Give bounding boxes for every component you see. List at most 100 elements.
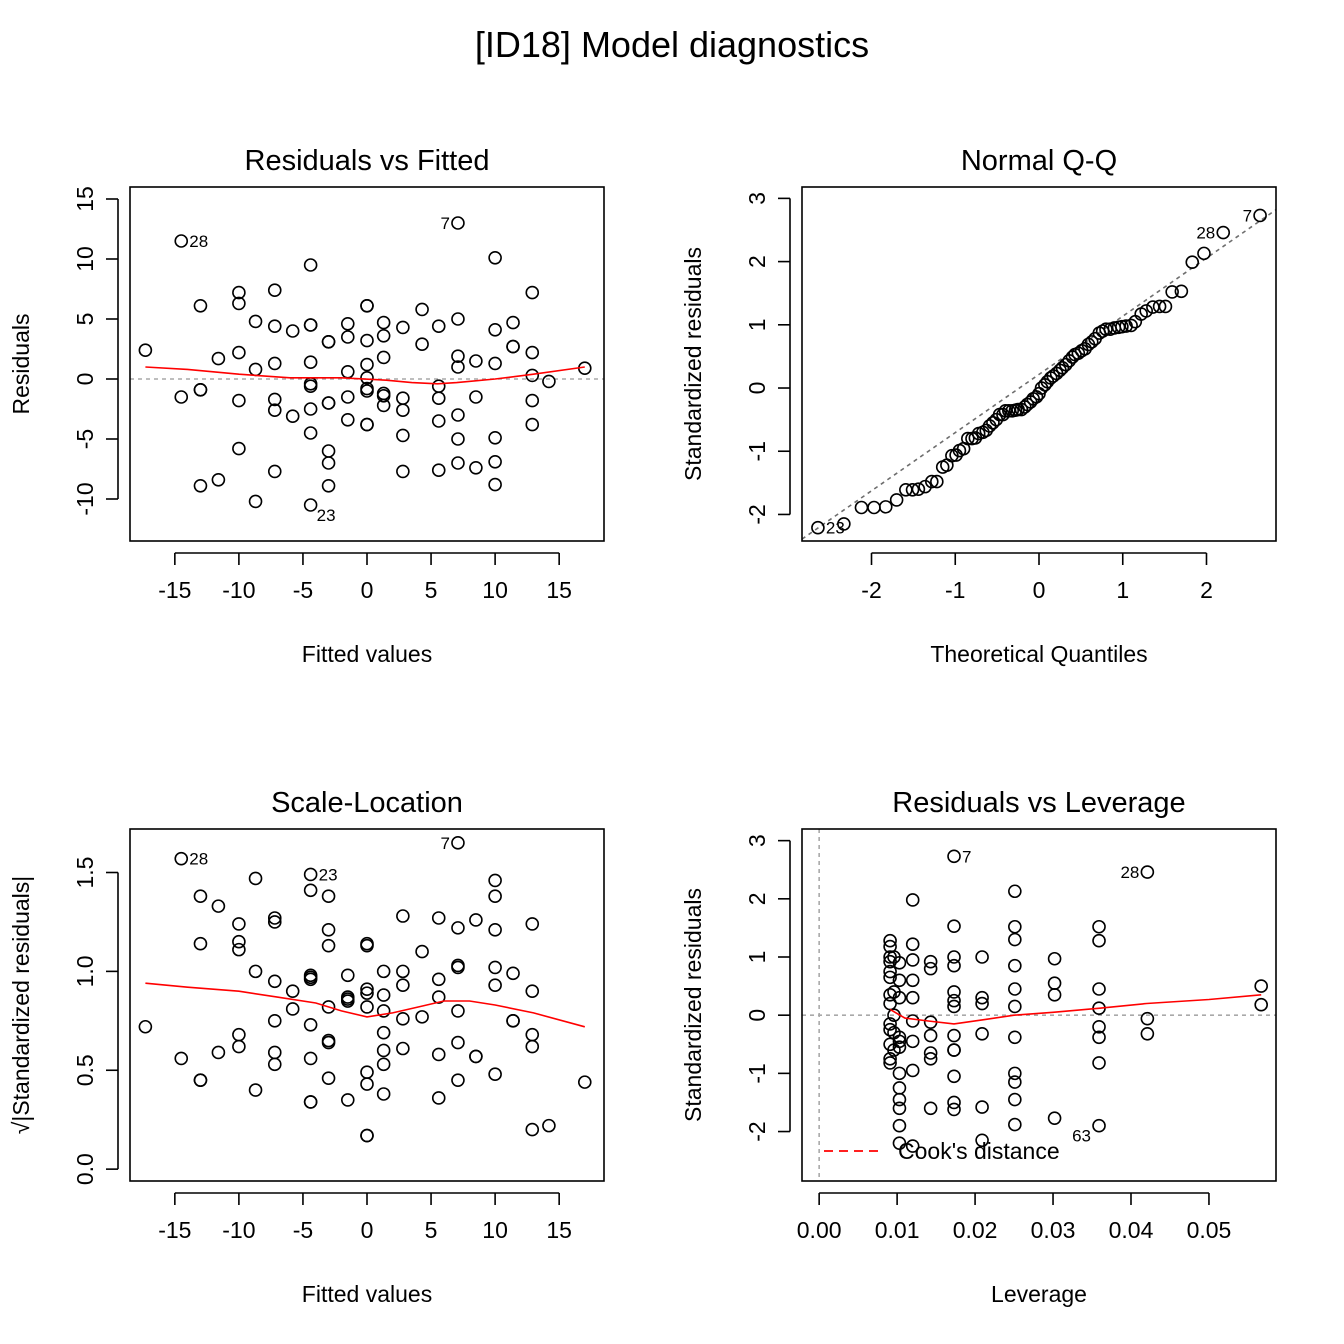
x-tick-label: 2: [1200, 577, 1213, 603]
data-point: [1115, 319, 1129, 334]
point-id-label: 7: [440, 834, 449, 853]
data-point: [905, 953, 920, 967]
data-point: [321, 1035, 336, 1050]
data-point: [892, 1034, 907, 1049]
data-point: [211, 351, 226, 366]
figure-title: [ID18] Model diagnostics: [475, 24, 869, 65]
data-point: [947, 849, 961, 864]
data-point: [396, 1041, 410, 1056]
data-point: [174, 234, 189, 248]
data-point: [889, 493, 904, 507]
data-point: [1254, 979, 1268, 993]
data-point: [469, 354, 483, 368]
data-point: [1158, 299, 1173, 314]
data-point: [360, 357, 374, 372]
data-point: [193, 1073, 208, 1087]
data-point: [431, 990, 446, 1004]
data-point: [431, 379, 446, 394]
data-point: [883, 933, 897, 948]
data-point: [488, 1067, 502, 1082]
data-point: [947, 985, 961, 999]
data-point: [248, 362, 263, 377]
data-point: [811, 520, 825, 535]
data-point: [451, 432, 465, 446]
data-point: [892, 990, 907, 1005]
data-point: [1140, 1027, 1155, 1041]
cooks-distance-legend-label: Cook's distance: [898, 1138, 1060, 1164]
data-point: [947, 993, 961, 1008]
data-point: [1139, 304, 1153, 318]
y-tick-label: 2: [744, 892, 770, 905]
data-point: [488, 454, 502, 469]
x-tick-label: 0.01: [875, 1217, 920, 1243]
x-axis-label: Fitted values: [302, 641, 432, 667]
data-point: [1140, 1011, 1155, 1026]
smooth-trend-line: [145, 982, 586, 1028]
x-tick-label: 5: [425, 577, 438, 603]
data-point: [193, 382, 208, 397]
data-point: [1254, 997, 1268, 1012]
data-point: [1008, 919, 1022, 934]
data-point: [1185, 255, 1200, 270]
data-point: [360, 370, 374, 385]
y-tick-label: 1.0: [72, 955, 98, 987]
data-point: [303, 972, 318, 987]
data-point: [883, 964, 897, 979]
y-tick-label: 2: [744, 255, 770, 268]
data-point: [947, 1069, 961, 1084]
data-point: [232, 345, 246, 360]
x-tick-label: 0.02: [953, 1217, 998, 1243]
data-point: [883, 970, 897, 985]
data-point: [488, 250, 502, 265]
data-point: [376, 1025, 391, 1040]
data-point: [360, 1000, 374, 1014]
data-point: [892, 1118, 907, 1133]
data-point: [376, 398, 391, 413]
data-point: [1092, 919, 1106, 934]
data-point: [525, 285, 540, 300]
data-point: [525, 417, 540, 432]
data-point: [979, 423, 994, 438]
x-tick-label: 0.04: [1109, 1217, 1154, 1243]
data-point: [923, 961, 938, 976]
data-point: [975, 1133, 989, 1148]
x-tick-label: -15: [158, 577, 191, 603]
y-tick-label: 0: [72, 373, 98, 386]
data-point: [451, 921, 465, 935]
x-tick-label: 10: [482, 1217, 508, 1243]
data-point: [883, 1017, 897, 1031]
data-point: [451, 360, 465, 374]
x-tick-label: -10: [222, 577, 255, 603]
data-point: [321, 923, 336, 937]
y-tick-label: -10: [72, 482, 98, 515]
data-point: [193, 936, 208, 951]
data-point: [892, 1066, 907, 1081]
data-point: [1058, 357, 1073, 372]
data-point: [431, 911, 446, 925]
data-point: [303, 867, 318, 882]
data-point: [892, 1030, 907, 1045]
panel-title: Residuals vs Leverage: [892, 787, 1185, 819]
data-point: [321, 334, 336, 349]
y-tick-label: 3: [744, 192, 770, 205]
data-point: [451, 349, 465, 364]
data-point: [376, 1004, 391, 1018]
data-point: [892, 1040, 907, 1054]
data-point: [321, 1071, 336, 1085]
data-point: [267, 464, 282, 479]
data-point: [1092, 982, 1106, 996]
y-tick-label: 1.5: [72, 857, 98, 889]
data-point: [947, 1095, 961, 1110]
y-tick-label: -5: [72, 429, 98, 449]
data-point: [878, 500, 893, 514]
point-id-label: 23: [319, 865, 338, 884]
data-point: [1008, 1075, 1022, 1089]
data-point: [1008, 982, 1022, 996]
data-point: [303, 318, 318, 332]
data-point: [892, 1136, 907, 1150]
data-point: [174, 1051, 189, 1066]
data-point: [1047, 988, 1062, 1002]
x-tick-label: 0.05: [1187, 1217, 1232, 1243]
data-point: [303, 258, 318, 272]
point-id-label: 28: [189, 850, 208, 869]
